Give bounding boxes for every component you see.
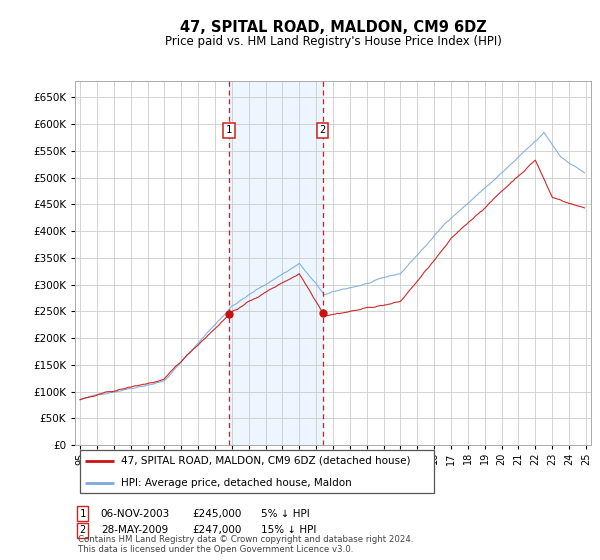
Text: Contains HM Land Registry data © Crown copyright and database right 2024.
This d: Contains HM Land Registry data © Crown c… <box>78 535 413 554</box>
Text: £247,000: £247,000 <box>192 525 241 535</box>
Text: 1: 1 <box>226 125 232 136</box>
Text: 47, SPITAL ROAD, MALDON, CM9 6DZ: 47, SPITAL ROAD, MALDON, CM9 6DZ <box>179 20 487 35</box>
Text: £245,000: £245,000 <box>192 508 241 519</box>
Text: 2: 2 <box>80 525 86 535</box>
Text: 06-NOV-2003: 06-NOV-2003 <box>101 508 170 519</box>
Text: HPI: Average price, detached house, Maldon: HPI: Average price, detached house, Mald… <box>121 478 352 488</box>
Text: 1: 1 <box>80 508 86 519</box>
Text: 28-MAY-2009: 28-MAY-2009 <box>101 525 168 535</box>
Text: 5% ↓ HPI: 5% ↓ HPI <box>261 508 310 519</box>
Text: Price paid vs. HM Land Registry's House Price Index (HPI): Price paid vs. HM Land Registry's House … <box>164 35 502 48</box>
Bar <box>229 81 323 445</box>
Text: 15% ↓ HPI: 15% ↓ HPI <box>261 525 316 535</box>
FancyBboxPatch shape <box>80 450 434 493</box>
Text: 47, SPITAL ROAD, MALDON, CM9 6DZ (detached house): 47, SPITAL ROAD, MALDON, CM9 6DZ (detach… <box>121 456 410 466</box>
Text: 2: 2 <box>319 125 326 136</box>
